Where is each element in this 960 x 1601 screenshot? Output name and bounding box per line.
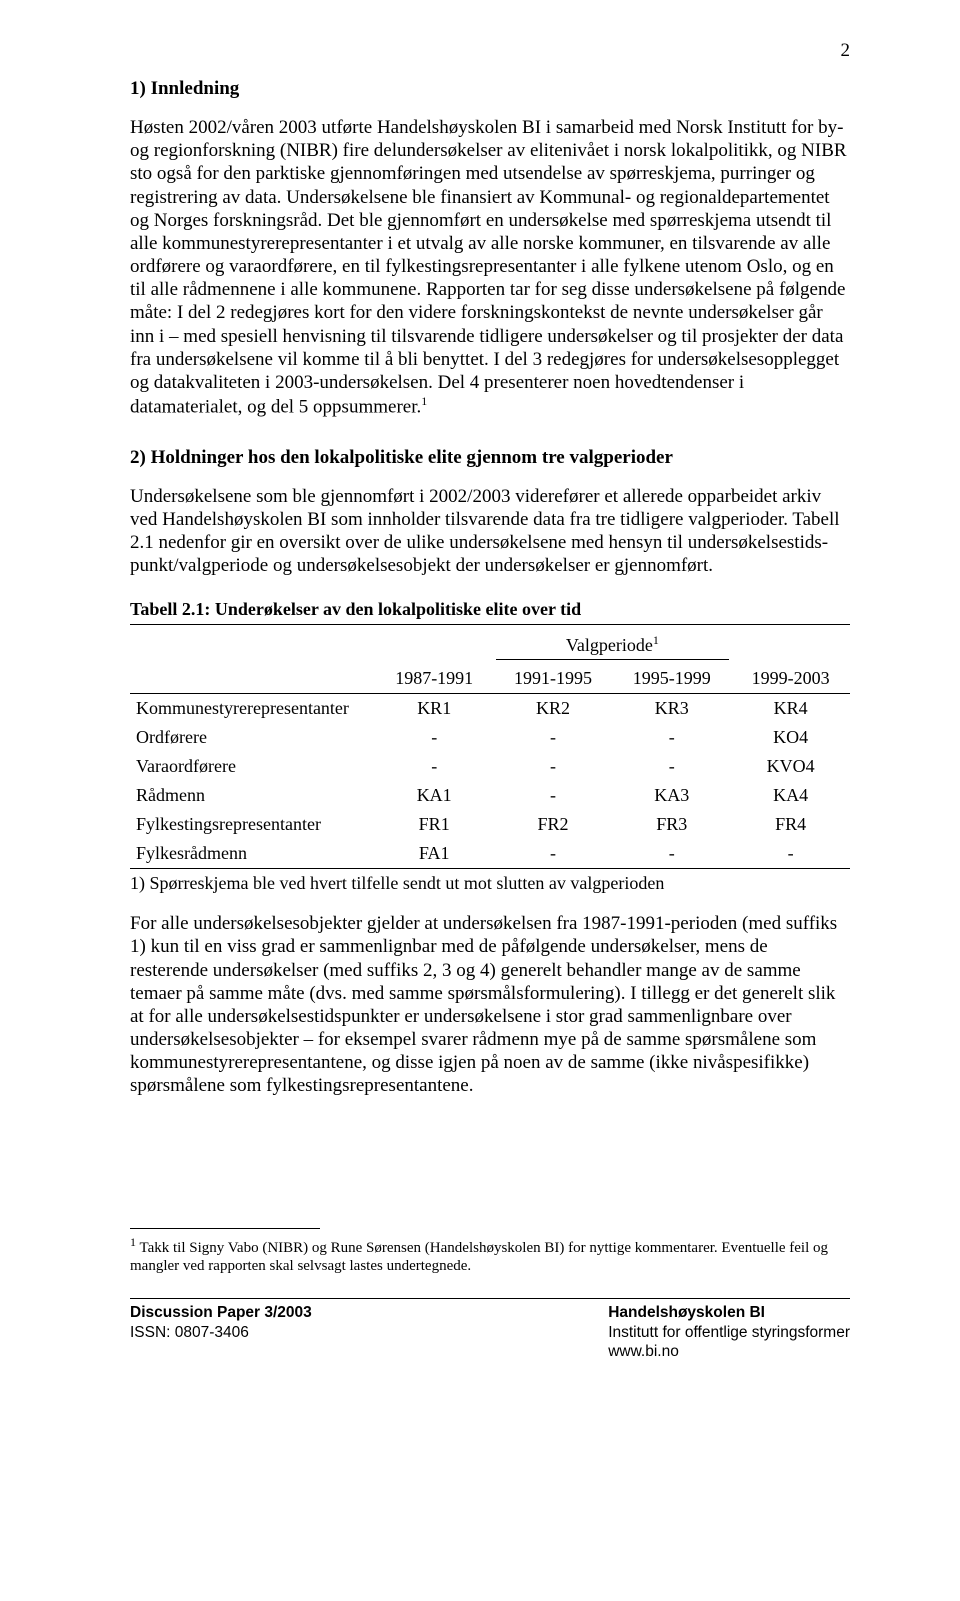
after-table-paragraph: For alle undersøkelsesobjekter gjelder a… [130, 912, 850, 1097]
table-block: Tabell 2.1: Underøkelser av den lokalpol… [130, 599, 850, 894]
table-header-row: 1987-1991 1991-1995 1995-1999 1999-2003 [130, 664, 850, 694]
table-cell: - [494, 723, 613, 752]
table-cell: KA1 [375, 781, 494, 810]
section1-paragraph: Høsten 2002/våren 2003 utførte Handelshø… [130, 116, 850, 419]
table-cell: - [612, 839, 731, 869]
table-cell: - [375, 752, 494, 781]
table-note: 1) Spørreskjema ble ved hvert tilfelle s… [130, 869, 850, 894]
table-cell: - [612, 752, 731, 781]
footnote: 1 Takk til Signy Vabo (NIBR) og Rune Sør… [130, 1235, 850, 1277]
footer-right: Handelshøyskolen BI Institutt for offent… [608, 1303, 850, 1361]
table-col-1: 1991-1995 [494, 664, 613, 694]
table-col-3: 1999-2003 [731, 664, 850, 694]
table-cell: - [494, 839, 613, 869]
table-cell: KA3 [612, 781, 731, 810]
table-cell: FR4 [731, 810, 850, 839]
table-cell: KR3 [612, 694, 731, 724]
footer-left-line2: ISSN: 0807-3406 [130, 1323, 312, 1342]
table-row-label: Ordførere [130, 723, 375, 752]
table-cell: - [375, 723, 494, 752]
section1-heading: 1) Innledning [130, 78, 850, 100]
table-cell: KA4 [731, 781, 850, 810]
table-spanner-sup: 1 [653, 633, 659, 647]
footnote-text: Takk til Signy Vabo (NIBR) og Rune Søren… [130, 1240, 828, 1275]
table-row-label: Fylkesrådmenn [130, 839, 375, 869]
footnote-ref-1: 1 [421, 394, 427, 408]
footer-right-line3: www.bi.no [608, 1342, 850, 1361]
table-row-label: Kommunestyrerepresentanter [130, 694, 375, 724]
page-number: 2 [841, 40, 851, 62]
table-cell: KVO4 [731, 752, 850, 781]
table-cell: FA1 [375, 839, 494, 869]
table-row-label: Varaordførere [130, 752, 375, 781]
table-col-2: 1995-1999 [612, 664, 731, 694]
section1-para-text: Høsten 2002/våren 2003 utførte Handelshø… [130, 117, 847, 417]
footer-right-line1: Handelshøyskolen BI [608, 1304, 765, 1321]
table-row: Kommunestyrerepresentanter KR1 KR2 KR3 K… [130, 694, 850, 724]
section2-paragraph: Undersøkelsene som ble gjennomført i 200… [130, 485, 850, 578]
table-spanner-row: Valgperiode1 [130, 625, 850, 664]
table-cell: KR2 [494, 694, 613, 724]
table-col-0: 1987-1991 [375, 664, 494, 694]
table-row: Ordførere - - - KO4 [130, 723, 850, 752]
section2-heading: 2) Holdninger hos den lokalpolitiske eli… [130, 447, 850, 469]
table-cell: KO4 [731, 723, 850, 752]
table-row-label: Fylkestingsrepresentanter [130, 810, 375, 839]
table-spanner-label: Valgperiode [566, 635, 653, 655]
table-row: Rådmenn KA1 - KA3 KA4 [130, 781, 850, 810]
table-row: Varaordførere - - - KVO4 [130, 752, 850, 781]
page-footer: Discussion Paper 3/2003 ISSN: 0807-3406 … [130, 1299, 850, 1361]
table-cell: KR4 [731, 694, 850, 724]
table-cell: FR2 [494, 810, 613, 839]
table-row: Fylkesrådmenn FA1 - - - [130, 839, 850, 869]
table-cell: FR3 [612, 810, 731, 839]
table-cell: - [494, 781, 613, 810]
footer-right-line2: Institutt for offentlige styringsformer [608, 1323, 850, 1342]
footer-left-line1: Discussion Paper 3/2003 [130, 1304, 312, 1321]
table-cell: FR1 [375, 810, 494, 839]
table-cell: - [612, 723, 731, 752]
table-cell: - [731, 839, 850, 869]
table-row: Fylkestingsrepresentanter FR1 FR2 FR3 FR… [130, 810, 850, 839]
table-cell: - [494, 752, 613, 781]
table-cell: KR1 [375, 694, 494, 724]
footer-left: Discussion Paper 3/2003 ISSN: 0807-3406 [130, 1303, 312, 1361]
page: 2 1) Innledning Høsten 2002/våren 2003 u… [0, 0, 960, 1601]
table-title: Tabell 2.1: Underøkelser av den lokalpol… [130, 599, 850, 625]
data-table: Valgperiode1 1987-1991 1991-1995 1995-19… [130, 625, 850, 869]
footnote-separator [130, 1228, 320, 1229]
table-row-label: Rådmenn [130, 781, 375, 810]
